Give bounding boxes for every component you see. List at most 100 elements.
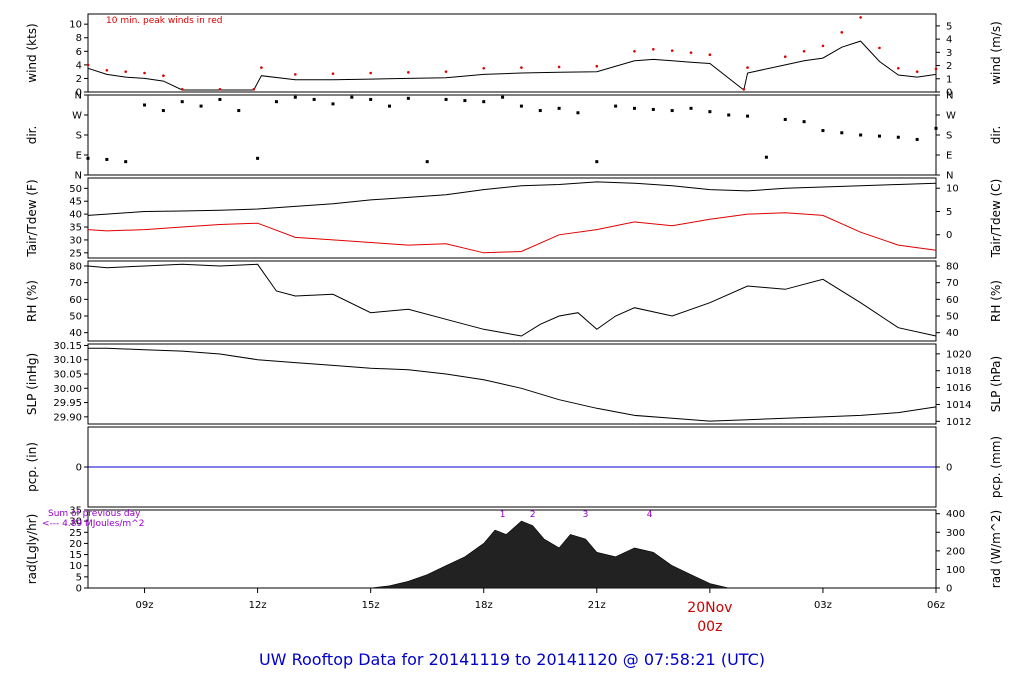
wind-peak-point	[557, 65, 561, 69]
wind-peak-point	[670, 49, 674, 52]
rh-ytick-right-label: 70	[946, 278, 959, 289]
dir-point	[896, 135, 900, 139]
slp-ytick-label: 30.10	[53, 355, 82, 366]
temp-ytick-label: 45	[69, 197, 82, 208]
wind-peak-point	[482, 66, 486, 70]
dir-point	[877, 134, 881, 138]
temp-ytick-label: 50	[69, 184, 82, 195]
temp-ylabel: Tair/Tdew (F)	[25, 179, 39, 257]
dir-ytick-right-label: W	[946, 111, 956, 122]
wind-peak-point	[878, 46, 881, 50]
rad-ytick-right-label: 0	[946, 584, 952, 595]
dir-point	[312, 97, 316, 101]
rh-ytick-label: 40	[69, 328, 82, 339]
rad-ytick-right-label: 200	[946, 546, 965, 557]
slp-frame	[87, 343, 937, 425]
rad-ytick-right-label: 400	[946, 509, 965, 520]
wind-peak-point	[143, 71, 146, 75]
dir-point	[727, 113, 731, 117]
temp-frame	[87, 177, 937, 259]
wind-peak-point	[218, 87, 222, 91]
rad-annotation-line1: Sum of previous day	[48, 509, 141, 519]
rh-ytick-right-label: 40	[946, 328, 959, 339]
dir-point	[350, 95, 354, 99]
day-marker-date: 20Nov	[687, 600, 732, 616]
rad-ytick-label: 0	[76, 584, 82, 595]
dir-point	[821, 129, 825, 133]
temp-Tair-line	[87, 181, 937, 216]
panel-slp: 29.90 29.95 30.00 30.05 30.10 30.15 1012 1014 10…	[25, 341, 1003, 428]
slp-ytick-label: 29.95	[53, 398, 82, 409]
dir-ytick-label: N	[75, 91, 82, 102]
rad-ytick-label: 10	[69, 561, 82, 572]
rad-top-marker: 1	[500, 510, 506, 520]
rad-top-marker: 3	[583, 510, 589, 520]
dir-point	[463, 99, 467, 103]
temp-ytick-label: 40	[69, 210, 82, 221]
pcp-ylabel-right: pcp. (mm)	[989, 436, 1003, 498]
wind-peak-point	[802, 50, 806, 53]
wind-peak-point	[821, 44, 825, 48]
dir-point	[934, 126, 938, 130]
pcp-ylabel: pcp. (in)	[25, 442, 39, 492]
wind-peak-point	[293, 73, 297, 76]
dir-ytick-right-label: S	[946, 131, 952, 142]
rh-frame	[87, 260, 937, 342]
temp-ytick-right-label: 5	[946, 207, 952, 218]
slp-ytick-right-label: 1014	[946, 400, 971, 411]
wind-ylabel: wind (kts)	[25, 23, 39, 82]
dir-point	[180, 100, 184, 104]
dir-point	[444, 97, 448, 101]
dir-point	[388, 104, 392, 108]
dir-ylabel-right: dir.	[989, 126, 1003, 145]
rad-ytick-right-label: 300	[946, 528, 965, 539]
wind-peak-point	[915, 70, 919, 73]
wind-ytick-right-label: 4	[946, 35, 952, 46]
dir-point	[783, 117, 787, 121]
rad-ytick-label: 20	[69, 539, 82, 550]
dir-ytick-label: W	[72, 111, 82, 122]
wind-ytick-right-label: 3	[946, 48, 952, 59]
time-tick-label: 09z	[136, 600, 154, 611]
rad-ytick-label: 30	[69, 517, 82, 528]
time-tick-label: 12z	[249, 600, 267, 611]
wind-ytick-label: 4	[76, 60, 82, 71]
dir-point	[274, 100, 278, 104]
dir-ytick-label: N	[75, 171, 82, 182]
wind-peak-point	[180, 87, 184, 91]
rh-ytick-label: 50	[69, 312, 82, 323]
wind-peak-point	[369, 71, 372, 75]
dir-point	[331, 102, 335, 106]
wind-peak-point	[260, 66, 263, 69]
rad-top-marker: 4	[647, 510, 653, 520]
dir-point	[256, 156, 260, 160]
slp-ylabel: SLP (inHg)	[25, 353, 39, 415]
rad-ylabel: rad(Lgly/hr)	[25, 514, 39, 585]
slp-ytick-right-label: 1012	[946, 417, 971, 428]
panel-rh: 40 50 60 70 80 40 50 60 70 80 RH (%) RH (%)	[25, 260, 1003, 342]
rad-ytick-right-label: 100	[946, 565, 965, 576]
dir-point	[915, 137, 919, 141]
dir-ytick-right-label: E	[946, 151, 952, 162]
wind-ytick-right-label: 2	[946, 61, 952, 72]
time-tick-label: 03z	[814, 600, 832, 611]
slp-ytick-right-label: 1018	[946, 366, 971, 377]
wind-peak-point	[595, 64, 599, 68]
temp-ytick-right-label: 10	[946, 184, 959, 195]
dir-point	[199, 104, 203, 108]
rh-ylabel: RH (%)	[25, 280, 39, 322]
rh-RH-line	[87, 263, 937, 337]
dir-point	[501, 95, 505, 99]
wind-ytick-label: 0	[76, 88, 82, 99]
rh-ytick-label: 80	[69, 262, 82, 273]
wind-peak-point	[689, 51, 693, 54]
temp-ytick-label: 25	[69, 248, 82, 259]
rh-ylabel-right: RH (%)	[989, 280, 1003, 322]
slp-ytick-label: 30.00	[53, 384, 82, 395]
wind-peak-point	[840, 31, 844, 34]
dir-point	[670, 109, 674, 113]
time-tick-label: 21z	[588, 600, 606, 611]
dir-point	[576, 111, 580, 115]
dir-point	[746, 114, 750, 118]
